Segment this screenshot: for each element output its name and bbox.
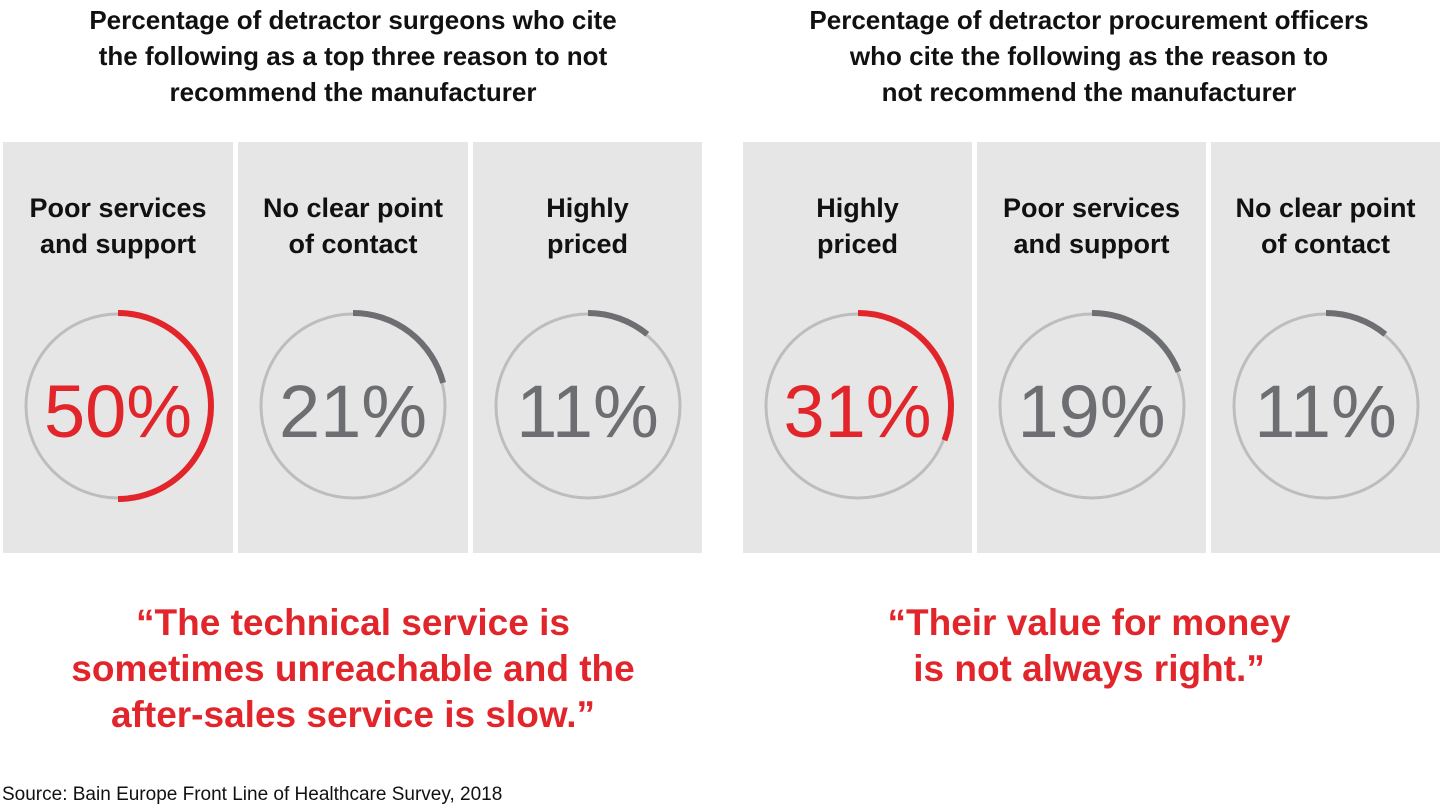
percent-value: 11% [1254,370,1397,453]
percent-value: 21% [278,370,428,453]
panel-label: No clear point of contact [1235,193,1416,259]
procurement-quote: “Their value for money is not always rig… [887,602,1291,689]
panel-label: Poor services and support [1002,193,1181,259]
donut-gauge: 11% [1228,308,1424,504]
panel-label: Poor services and support [29,193,207,259]
donut-gauge: 19% [994,308,1190,504]
gauge-ring-icon [998,310,1185,500]
gauge-ring-icon [494,310,681,500]
gauge-ring-icon [764,310,954,500]
percent-value: 31% [783,370,932,453]
donut-gauge: 11% [490,308,686,504]
surgeon-quote: “The technical service is sometimes unre… [71,602,635,735]
gauge-ring-icon [259,310,447,500]
donut-gauge: 50% [20,308,216,504]
panel-highly-priced: Highly priced 31% [743,142,972,553]
source-note: Source: Bain Europe Front Line of Health… [2,784,503,805]
gauge-ring-icon [24,310,214,502]
donut-gauge: 21% [255,308,451,504]
gauge-ring-icon [1232,310,1419,500]
left-chart-title: Percentage of detractor surgeons who cit… [89,5,617,107]
panel-no-clear-contact: No clear point of contact 11% [1211,142,1440,553]
panel-label: No clear point of contact [262,193,444,259]
percent-value: 50% [43,370,193,453]
panel-label: Highly priced [546,193,629,259]
panel-label: Highly priced [816,193,899,259]
panel-highly-priced: Highly priced 11% [473,142,702,553]
percent-value: 11% [516,370,659,453]
percent-value: 19% [1017,370,1166,453]
donut-gauge: 31% [760,308,956,504]
panel-poor-services: Poor services and support 19% [977,142,1206,553]
panel-no-clear-contact: No clear point of contact 21% [238,142,468,553]
right-chart-title: Percentage of detractor procurement offi… [809,5,1369,107]
panel-poor-services: Poor services and support 50% [3,142,233,553]
